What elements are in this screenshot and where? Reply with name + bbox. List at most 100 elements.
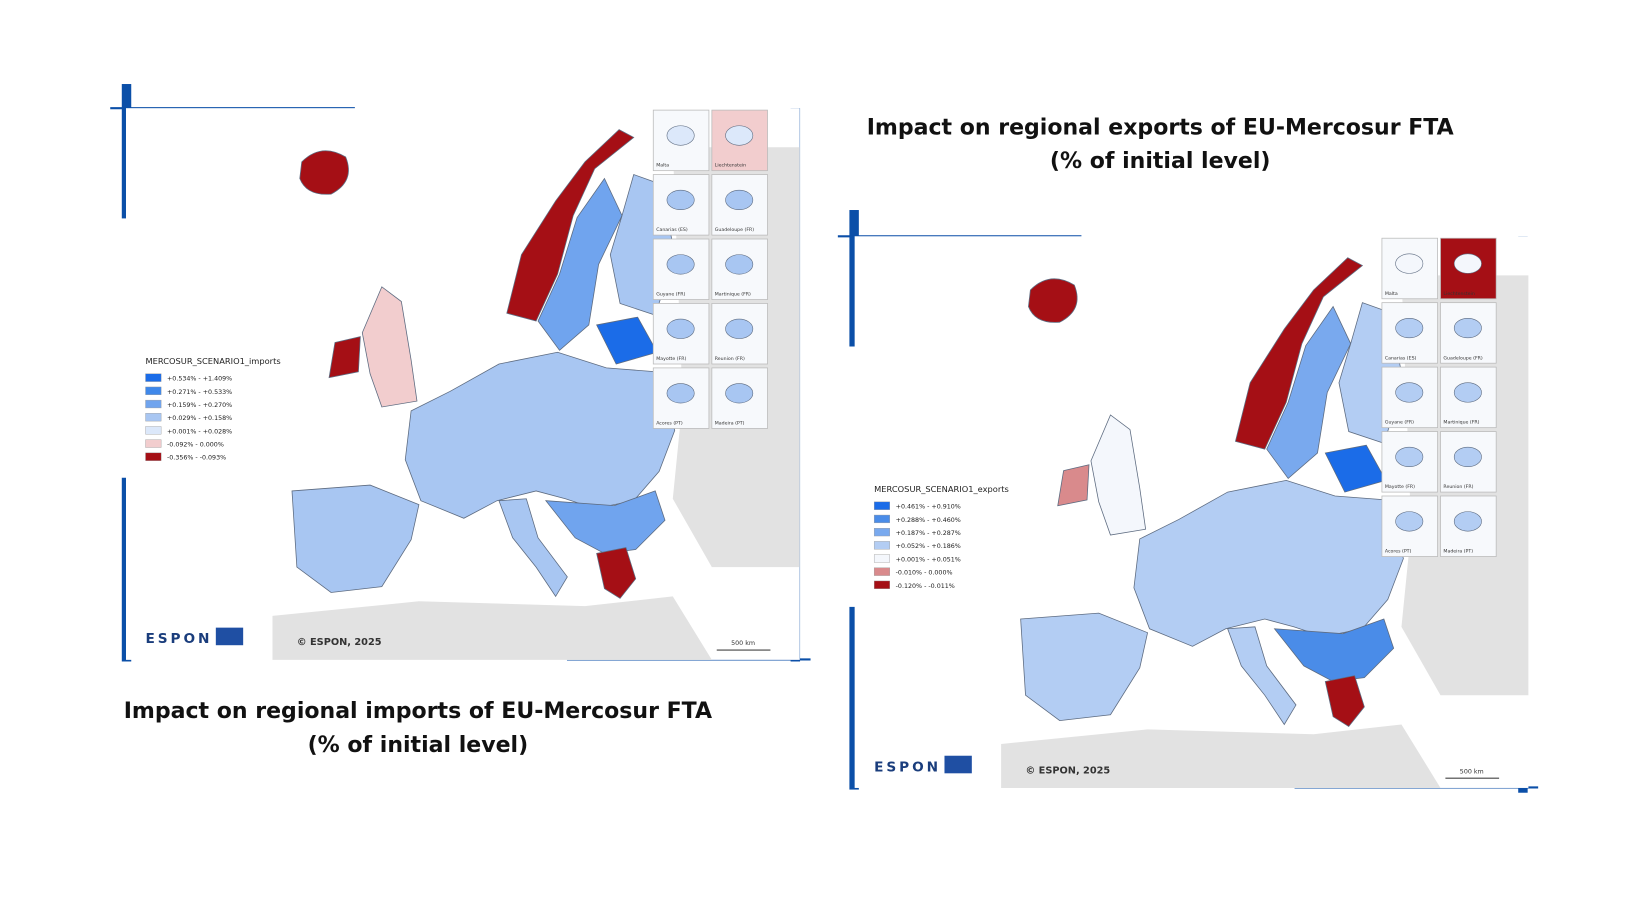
legend-swatch xyxy=(873,514,890,524)
imports-map: MERCOSUR_SCENARIO1_imports +0.534% - +1.4… xyxy=(125,108,800,660)
legend-swatch xyxy=(145,452,162,461)
legend-label: +0.029% - +0.158% xyxy=(167,415,232,422)
legend-label: -0.120% - -0.011% xyxy=(896,583,955,590)
legend-label: +0.187% - +0.287% xyxy=(896,530,961,537)
legend-swatch xyxy=(873,567,890,576)
inset-label: Reunion (FR) xyxy=(715,356,745,362)
region xyxy=(1028,278,1078,323)
inset-island xyxy=(725,318,754,339)
inset-label: Martinique (FR) xyxy=(715,292,751,298)
inset-island xyxy=(1453,253,1482,274)
legend-swatch xyxy=(873,541,890,550)
legend-label: +0.159% - +0.270% xyxy=(167,402,232,409)
region xyxy=(361,286,418,408)
legend-label: +0.052% - +0.186% xyxy=(896,543,961,550)
caption: (% of initial level) xyxy=(308,733,529,758)
inset-label: Martinique (FR) xyxy=(1443,420,1479,426)
caption: Impact on regional exports of EU-Mercosu… xyxy=(867,115,1454,140)
region xyxy=(1273,618,1395,682)
inset-label: Guyane (FR) xyxy=(1385,420,1414,426)
legend-swatch xyxy=(145,439,162,448)
inset-label: Mayotte (FR) xyxy=(1385,484,1415,490)
inset-label: Guadeloupe (FR) xyxy=(1443,355,1482,361)
legend-swatch xyxy=(873,580,890,589)
inset-island xyxy=(666,254,695,275)
inset-island xyxy=(1453,446,1482,467)
inset-island xyxy=(1453,511,1482,532)
legend-label: +0.461% - +0.910% xyxy=(896,504,961,511)
inset-label: Malta xyxy=(656,163,669,169)
region xyxy=(1324,675,1365,727)
region xyxy=(299,150,349,195)
region xyxy=(545,490,666,554)
inset-label: Mayotte (FR) xyxy=(656,356,686,362)
inset-island xyxy=(1395,446,1424,467)
inset-label: Malta xyxy=(1385,291,1398,297)
eu-flag xyxy=(944,755,972,774)
scale-label: 500 km xyxy=(1460,768,1484,775)
inset-label: Madeira (PT) xyxy=(715,421,745,427)
inset-label: Canarias (ES) xyxy=(1385,355,1417,361)
eu-flag xyxy=(215,627,244,646)
scale-label: 500 km xyxy=(731,640,755,647)
legend-swatch xyxy=(873,501,890,510)
caption: (% of initial level) xyxy=(1050,149,1271,174)
legend-swatch xyxy=(145,426,162,435)
inset-island xyxy=(725,383,754,404)
legend-label: +0.271% - +0.533% xyxy=(167,389,232,396)
inset-island xyxy=(725,125,754,146)
legend-label: +0.288% - +0.460% xyxy=(896,517,961,524)
logo: ESPON xyxy=(874,759,941,775)
legend-label: -0.092% - 0.000% xyxy=(167,442,224,449)
region xyxy=(506,129,635,322)
inset-label: Canarias (ES) xyxy=(656,227,688,233)
inset-label: Liechtenstein xyxy=(715,163,746,169)
inset-island xyxy=(1395,317,1424,339)
inset-island xyxy=(666,383,695,404)
inset-island xyxy=(1453,382,1482,403)
legend-swatch xyxy=(145,373,162,382)
inset-frame xyxy=(1381,366,1438,429)
inset-island xyxy=(666,318,695,339)
inset-label: Madeira (PT) xyxy=(1443,549,1473,555)
inset-island xyxy=(725,189,754,211)
credit: © ESPON, 2025 xyxy=(1026,765,1111,776)
inset-island xyxy=(666,189,695,211)
inset-island xyxy=(725,254,754,275)
inset-label: Acores (PT) xyxy=(1385,549,1412,555)
inset-label: Guyane (FR) xyxy=(656,292,685,298)
legend-label: -0.010% - 0.000% xyxy=(896,570,953,577)
region xyxy=(1020,612,1149,721)
legend-label: -0.356% - -0.093% xyxy=(167,455,226,462)
region xyxy=(1227,626,1297,726)
inset-island xyxy=(1395,253,1424,274)
inset-island xyxy=(1453,317,1482,339)
legend-swatch xyxy=(145,399,162,409)
logo: ESPON xyxy=(146,631,213,647)
inset-label: Liechtenstein xyxy=(1443,291,1474,297)
region xyxy=(1057,464,1090,507)
inset-label: Reunion (FR) xyxy=(1443,484,1473,490)
inset-island xyxy=(1395,511,1424,532)
caption: Impact on regional imports of EU-Mercosu… xyxy=(124,699,712,724)
region xyxy=(328,336,361,379)
inset-island xyxy=(666,125,695,146)
region xyxy=(596,547,637,599)
legend-swatch xyxy=(873,528,890,537)
inset-island xyxy=(1395,382,1424,403)
legend-swatch xyxy=(145,386,162,395)
legend-label: +0.001% - +0.028% xyxy=(167,428,232,435)
legend-title: MERCOSUR_SCENARIO1_exports xyxy=(874,484,1009,494)
exports-map: MERCOSUR_SCENARIO1_exports +0.461% - +0.9… xyxy=(854,236,1529,788)
legend-swatch xyxy=(873,554,890,563)
legend-swatch xyxy=(145,413,162,422)
region xyxy=(1234,257,1364,450)
region xyxy=(498,498,568,598)
region xyxy=(1090,414,1147,536)
inset-label: Acores (PT) xyxy=(656,421,683,427)
region xyxy=(291,484,420,593)
inset-label: Guadeloupe (FR) xyxy=(715,227,754,233)
credit: © ESPON, 2025 xyxy=(297,637,382,648)
